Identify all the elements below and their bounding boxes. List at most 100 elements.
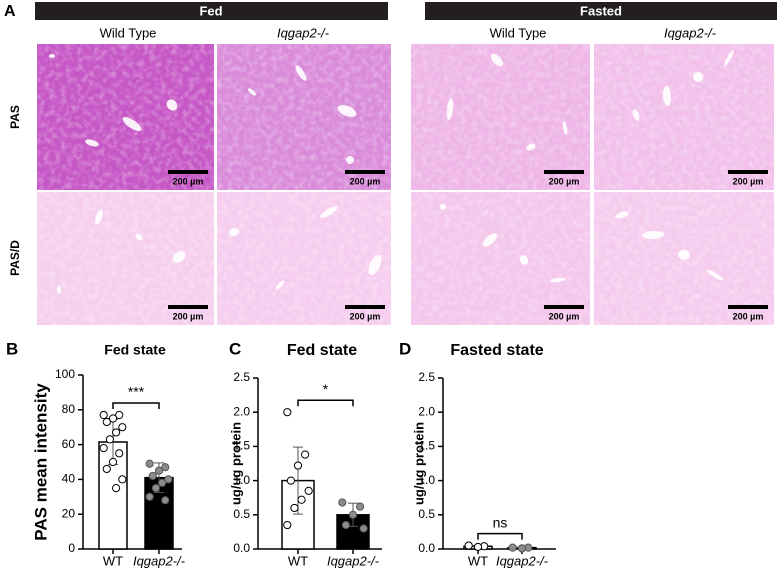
tissue-texture	[37, 44, 214, 190]
scale-bar-label: 200 µm	[549, 311, 580, 321]
data-point	[145, 459, 154, 468]
data-point	[464, 541, 473, 550]
scale-bar-label: 200 µm	[549, 176, 580, 186]
vessel	[172, 251, 186, 263]
data-point	[148, 471, 157, 481]
significance-bracket	[112, 402, 160, 410]
y-tick-label: 100	[55, 367, 75, 381]
vessel	[440, 204, 446, 210]
data-point	[283, 408, 292, 417]
vessel	[320, 206, 338, 218]
significance-label: ns	[493, 514, 508, 530]
data-point	[290, 503, 299, 513]
data-point	[304, 486, 313, 495]
scale-bar	[345, 305, 385, 309]
y-tick-label: 0.5	[233, 507, 250, 521]
x-tick-label: Iqgap2-/-	[496, 553, 549, 568]
vessel	[295, 65, 307, 81]
tissue-texture	[37, 192, 214, 325]
vessel	[346, 156, 354, 164]
micrograph: 200 µm	[217, 192, 391, 325]
chart: D Fasted state ug/ug protein 0.0 0.5 1.0 1.5 2.…	[399, 339, 556, 568]
y-tick-label: 2.0	[418, 404, 435, 418]
micrograph: 200 µm	[594, 44, 774, 190]
group-header-bar	[425, 2, 777, 20]
chart-title: Fasted state	[450, 342, 543, 359]
data-point	[151, 484, 160, 493]
scale-bar	[168, 305, 208, 309]
scale-bar	[728, 170, 768, 174]
panel-label: D	[399, 339, 411, 358]
y-tick-label: 1.0	[233, 473, 250, 487]
vessel	[49, 54, 55, 58]
y-axis-label: PAS mean intensity	[31, 383, 50, 541]
data-point	[115, 410, 124, 420]
scale-bar-label: 200 µm	[173, 176, 204, 186]
vessel	[642, 230, 664, 240]
data-point	[102, 417, 111, 427]
vessel	[135, 233, 143, 241]
column-label: Wild Type	[490, 25, 547, 40]
scale-bar-label: 200 µm	[350, 176, 381, 186]
y-tick-label: 60	[62, 437, 76, 451]
y-tick-label: 0	[68, 541, 75, 555]
data-point	[473, 542, 483, 552]
vessel	[56, 286, 62, 294]
vessel	[724, 50, 734, 66]
vessel	[490, 53, 504, 67]
scale-bar-label: 200 µm	[173, 311, 204, 321]
y-tick-label: 20	[62, 506, 76, 520]
scale-bar-label: 200 µm	[733, 176, 764, 186]
data-point	[154, 466, 164, 475]
group-header-bar	[35, 2, 388, 20]
data-point	[508, 543, 517, 552]
micrograph: 200 µm	[411, 192, 590, 325]
column-label: Iqgap2-/-	[664, 25, 717, 40]
y-tick-label: 40	[62, 472, 76, 486]
chart-title: Fed state	[104, 342, 166, 358]
data-point	[338, 498, 347, 507]
data-point	[102, 464, 111, 474]
vessel	[229, 227, 239, 237]
data-point	[158, 478, 167, 487]
micrograph: 200 µm	[37, 44, 214, 190]
y-tick-label: 2.5	[418, 370, 435, 384]
data-point	[112, 484, 121, 493]
significance-bracket	[297, 399, 354, 407]
scale-bar-label: 200 µm	[733, 311, 764, 321]
charts: B Fed state PAS mean intensity 0 20 40 60 80 100…	[6, 339, 556, 568]
data-point	[118, 423, 127, 432]
vessel	[550, 277, 566, 283]
y-tick-label: 2.0	[233, 404, 250, 418]
data-point	[161, 496, 170, 505]
y-tick-label: 1.5	[418, 439, 435, 453]
vessel	[678, 249, 690, 261]
y-tick-label: 0.5	[418, 507, 435, 521]
y-axis-label: ug/ug protein	[411, 422, 426, 505]
data-point	[356, 502, 365, 511]
data-point	[112, 428, 121, 437]
y-tick-label: 0.0	[233, 541, 250, 555]
scale-bar	[544, 305, 584, 309]
chart: B Fed state PAS mean intensity 0 20 40 60 80 100…	[6, 339, 186, 568]
tissue-texture	[217, 192, 391, 325]
data-point	[341, 520, 350, 530]
vessel	[122, 117, 142, 131]
data-point	[99, 443, 108, 453]
data-point	[286, 476, 295, 485]
panel-label: B	[6, 339, 18, 358]
micrograph: 200 µm	[594, 192, 774, 325]
data-point	[301, 450, 310, 459]
y-tick-label: 80	[62, 402, 76, 416]
scale-bar	[544, 170, 584, 174]
column-label: Wild Type	[100, 25, 157, 40]
row-label: PAS/D	[8, 240, 22, 276]
vessel	[166, 99, 178, 111]
vessel	[693, 72, 703, 82]
x-tick-label: WT	[468, 553, 488, 568]
data-point	[164, 475, 173, 484]
micrographs: 200 µm 200 µm 200 µm 200 µm 200 µm 200 µm 200 …	[37, 44, 774, 325]
data-point	[359, 524, 368, 533]
y-axis-label: ug/ug protein	[228, 422, 243, 505]
